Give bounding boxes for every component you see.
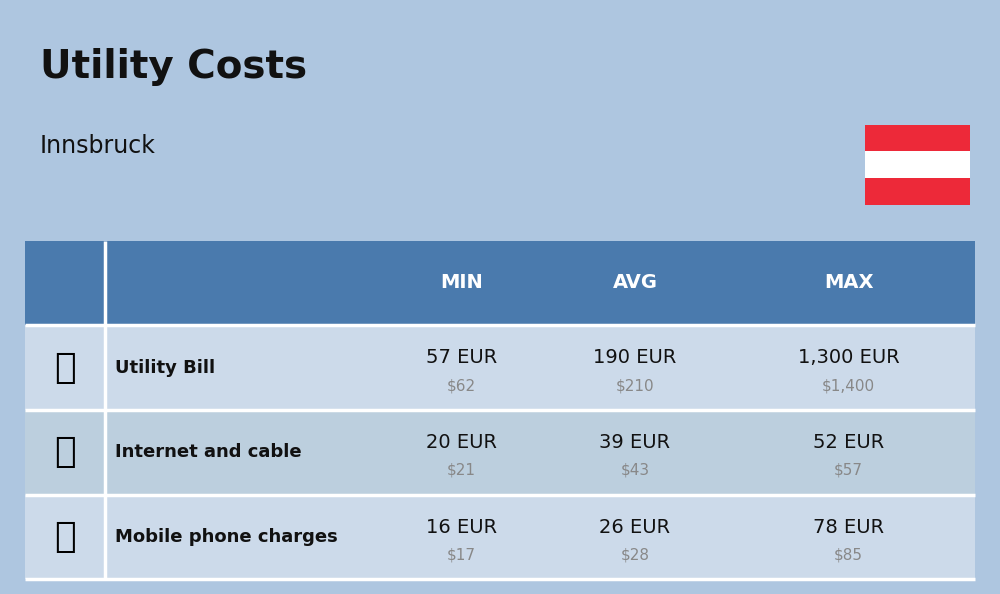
- Text: 20 EUR: 20 EUR: [426, 433, 497, 452]
- Text: $210: $210: [616, 378, 654, 393]
- Text: 26 EUR: 26 EUR: [599, 517, 671, 536]
- Text: 78 EUR: 78 EUR: [813, 517, 884, 536]
- Bar: [25, 241, 975, 326]
- Text: 190 EUR: 190 EUR: [593, 348, 677, 367]
- Text: 57 EUR: 57 EUR: [426, 348, 497, 367]
- Text: 16 EUR: 16 EUR: [426, 517, 497, 536]
- Text: 39 EUR: 39 EUR: [599, 433, 671, 452]
- Bar: [25, 494, 975, 579]
- Text: Internet and cable: Internet and cable: [115, 443, 302, 461]
- Text: Innsbruck: Innsbruck: [40, 134, 156, 157]
- Text: 📶: 📶: [54, 435, 76, 469]
- Bar: [25, 326, 975, 410]
- Text: 📱: 📱: [54, 520, 76, 554]
- Text: Mobile phone charges: Mobile phone charges: [115, 528, 338, 546]
- Bar: [865, 151, 970, 178]
- Text: $57: $57: [834, 463, 863, 478]
- Text: $28: $28: [620, 548, 650, 563]
- Text: AVG: AVG: [612, 273, 658, 292]
- Text: $62: $62: [447, 378, 476, 393]
- Text: $1,400: $1,400: [822, 378, 875, 393]
- Text: $21: $21: [447, 463, 476, 478]
- Text: $85: $85: [834, 548, 863, 563]
- Text: 🔌: 🔌: [54, 350, 76, 384]
- Text: Utility Costs: Utility Costs: [40, 48, 307, 86]
- Bar: [25, 410, 975, 494]
- Bar: [865, 125, 970, 151]
- Bar: [865, 178, 970, 205]
- Text: 52 EUR: 52 EUR: [813, 433, 884, 452]
- Text: MIN: MIN: [440, 273, 483, 292]
- Text: $17: $17: [447, 548, 476, 563]
- Text: Utility Bill: Utility Bill: [115, 359, 215, 377]
- Text: 1,300 EUR: 1,300 EUR: [798, 348, 899, 367]
- Text: MAX: MAX: [824, 273, 873, 292]
- Text: $43: $43: [620, 463, 650, 478]
